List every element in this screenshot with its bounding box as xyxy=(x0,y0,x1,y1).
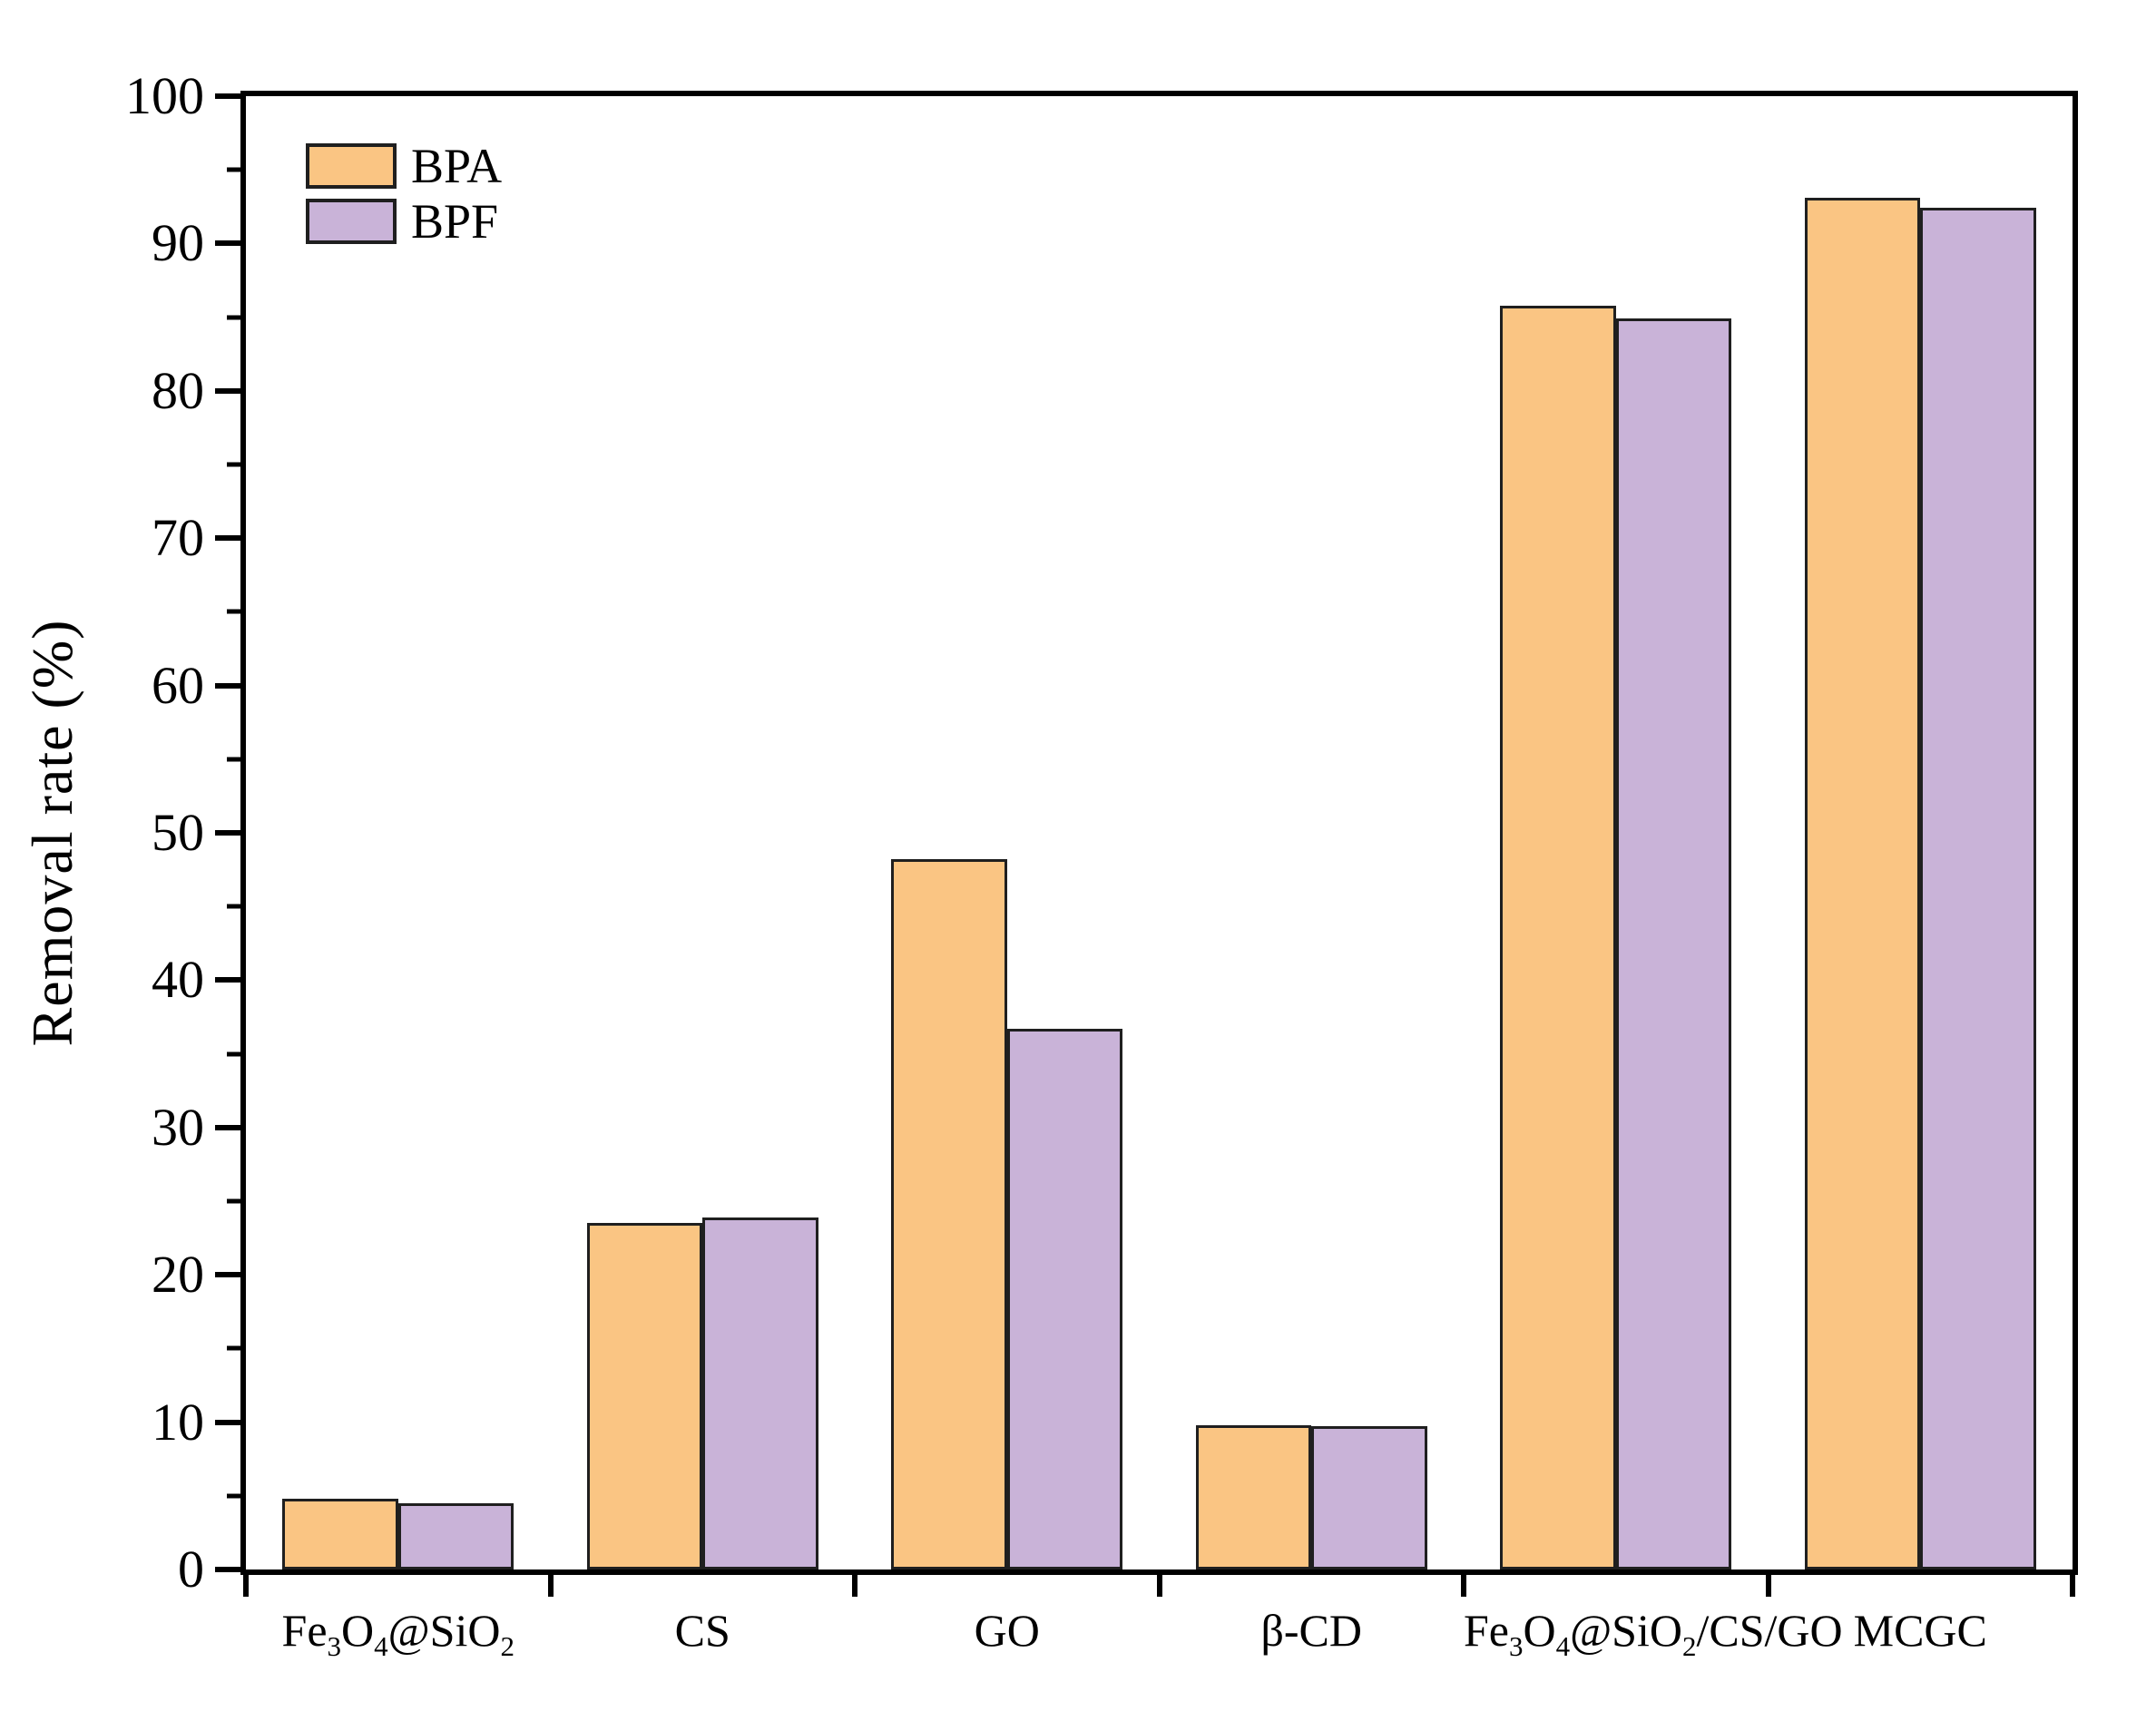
y-major-tick-70 xyxy=(215,535,240,542)
y-tick-label-50: 50 xyxy=(152,803,204,862)
legend-item-bpa: BPA xyxy=(306,142,502,191)
y-minor-tick-15 xyxy=(227,1345,240,1351)
legend: BPA BPF xyxy=(306,142,502,246)
y-axis-title: Removal rate (%) xyxy=(20,619,84,1047)
bar-bpf-5 xyxy=(1920,208,2036,1569)
x-tick-0 xyxy=(243,1575,249,1597)
bar-bpa-3 xyxy=(1195,1424,1312,1569)
legend-swatch-bpa xyxy=(306,143,397,189)
x-tick-5 xyxy=(1765,1575,1771,1597)
y-major-tick-0 xyxy=(215,1567,240,1572)
bar-group-4 xyxy=(1464,96,1769,1569)
y-major-tick-30 xyxy=(215,1124,240,1130)
bar-bpf-1 xyxy=(702,1217,818,1569)
y-major-tick-60 xyxy=(215,682,240,689)
bar-bpf-3 xyxy=(1311,1426,1427,1569)
bar-group-2 xyxy=(855,96,1160,1569)
y-minor-tick-25 xyxy=(227,1198,240,1204)
bar-bpa-5 xyxy=(1804,198,1921,1569)
x-category-label-3: β-CD xyxy=(1260,1605,1363,1656)
x-category-label-4: Fe3O4@SiO2/CS/GO xyxy=(1464,1605,1843,1662)
bar-bpa-1 xyxy=(586,1223,703,1569)
y-tick-label-10: 10 xyxy=(152,1392,204,1452)
y-minor-tick-95 xyxy=(227,167,240,172)
y-tick-label-80: 80 xyxy=(152,360,204,420)
legend-label-bpa: BPA xyxy=(411,139,503,193)
x-tick-4 xyxy=(1461,1575,1466,1597)
y-minor-tick-65 xyxy=(227,609,240,614)
y-minor-tick-45 xyxy=(227,904,240,909)
y-major-tick-20 xyxy=(215,1272,240,1278)
x-tick-6 xyxy=(2070,1575,2075,1597)
legend-label-bpf: BPF xyxy=(411,194,499,249)
bar-bpf-0 xyxy=(397,1502,514,1569)
y-minor-tick-35 xyxy=(227,1051,240,1057)
y-tick-label-100: 100 xyxy=(125,66,204,125)
bar-group-1 xyxy=(551,96,856,1569)
y-tick-label-40: 40 xyxy=(152,950,204,1010)
bar-bpa-2 xyxy=(891,859,1007,1569)
bar-bpf-2 xyxy=(1006,1029,1123,1569)
y-tick-label-0: 0 xyxy=(178,1540,204,1599)
y-major-tick-80 xyxy=(215,387,240,394)
x-category-label-1: CS xyxy=(674,1605,730,1656)
x-category-label-5: MCGC xyxy=(1853,1605,1987,1656)
y-tick-label-60: 60 xyxy=(152,655,204,715)
y-major-tick-100 xyxy=(215,93,240,99)
bar-group-3 xyxy=(1160,96,1465,1569)
bar-group-0 xyxy=(246,96,551,1569)
bars-layer xyxy=(246,96,2073,1569)
y-minor-tick-55 xyxy=(227,757,240,762)
x-tick-2 xyxy=(852,1575,858,1597)
y-major-tick-90 xyxy=(215,240,240,247)
y-tick-label-90: 90 xyxy=(152,213,204,273)
y-tick-label-20: 20 xyxy=(152,1245,204,1305)
y-major-tick-40 xyxy=(215,977,240,983)
y-major-tick-50 xyxy=(215,830,240,836)
bar-group-5 xyxy=(1769,96,2073,1569)
x-category-label-2: GO xyxy=(974,1605,1040,1656)
legend-item-bpf: BPF xyxy=(306,197,502,246)
plot-area: BPA BPF 0 10 20 30 40 50 60 70 80 90 100 Fe3O4@SiO2… xyxy=(125,70,2078,1662)
bar-bpa-4 xyxy=(1500,305,1616,1569)
bar-bpa-0 xyxy=(282,1499,398,1569)
y-major-tick-10 xyxy=(215,1419,240,1425)
y-minor-tick-85 xyxy=(227,315,240,320)
y-tick-label-70: 70 xyxy=(152,508,204,568)
x-tick-3 xyxy=(1156,1575,1162,1597)
y-minor-tick-5 xyxy=(227,1493,240,1499)
x-tick-1 xyxy=(547,1575,554,1597)
bar-bpf-4 xyxy=(1615,318,1732,1569)
y-minor-tick-75 xyxy=(227,462,240,467)
legend-swatch-bpf xyxy=(306,199,397,244)
x-category-label-0: Fe3O4@SiO2 xyxy=(281,1605,514,1662)
y-tick-label-30: 30 xyxy=(152,1097,204,1157)
